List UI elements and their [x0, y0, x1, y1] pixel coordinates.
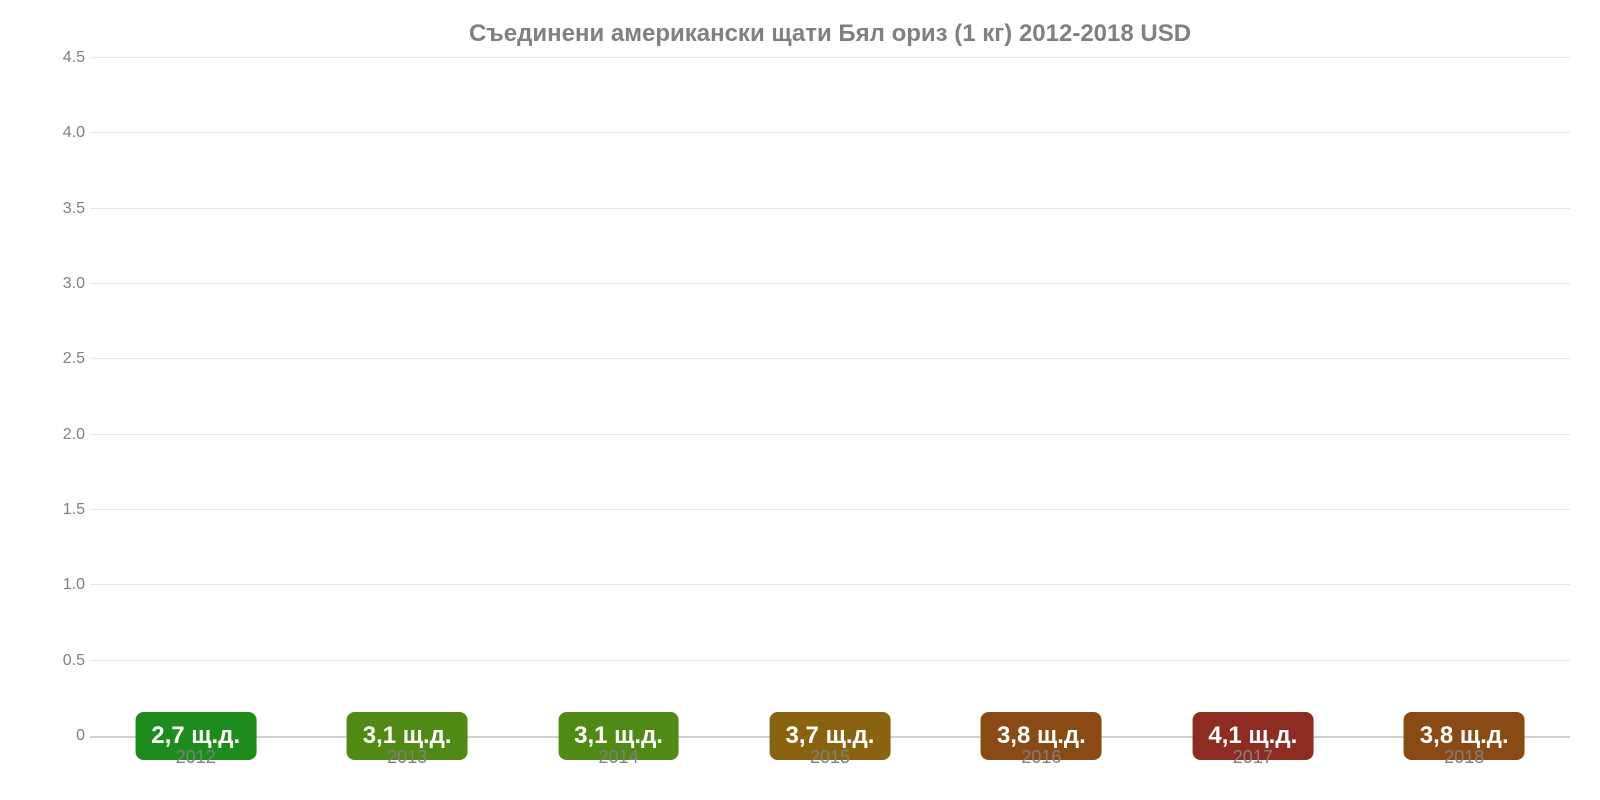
y-tick-label: 2.0 — [30, 426, 85, 444]
y-tick-label: 0 — [30, 727, 85, 745]
x-axis: 2012201320142015201620172018 — [90, 747, 1570, 768]
x-tick-label: 2012 — [90, 747, 301, 768]
y-tick-label: 1.5 — [30, 501, 85, 519]
x-tick-label: 2015 — [724, 747, 935, 768]
y-tick-label: 3.0 — [30, 275, 85, 293]
x-tick-label: 2014 — [513, 747, 724, 768]
y-tick-label: 0.5 — [30, 652, 85, 670]
plot-area: 00.51.01.52.02.53.03.54.04.5 2,7 щ.д.3,1… — [90, 58, 1570, 738]
y-tick-label: 1.0 — [30, 576, 85, 594]
bars-container: 2,7 щ.д.3,1 щ.д.3,1 щ.д.3,7 щ.д.3,8 щ.д.… — [90, 58, 1570, 736]
x-tick-label: 2017 — [1147, 747, 1358, 768]
y-tick-label: 4.0 — [30, 124, 85, 142]
y-tick-label: 3.5 — [30, 200, 85, 218]
chart-container: Съединени американски щати Бял ориз (1 к… — [0, 0, 1600, 800]
y-tick-label: 4.5 — [30, 49, 85, 67]
x-tick-label: 2018 — [1359, 747, 1570, 768]
x-tick-label: 2013 — [301, 747, 512, 768]
y-axis: 00.51.01.52.02.53.03.54.04.5 — [30, 58, 85, 736]
chart-title: Съединени американски щати Бял ориз (1 к… — [90, 20, 1570, 48]
y-tick-label: 2.5 — [30, 350, 85, 368]
x-tick-label: 2016 — [936, 747, 1147, 768]
